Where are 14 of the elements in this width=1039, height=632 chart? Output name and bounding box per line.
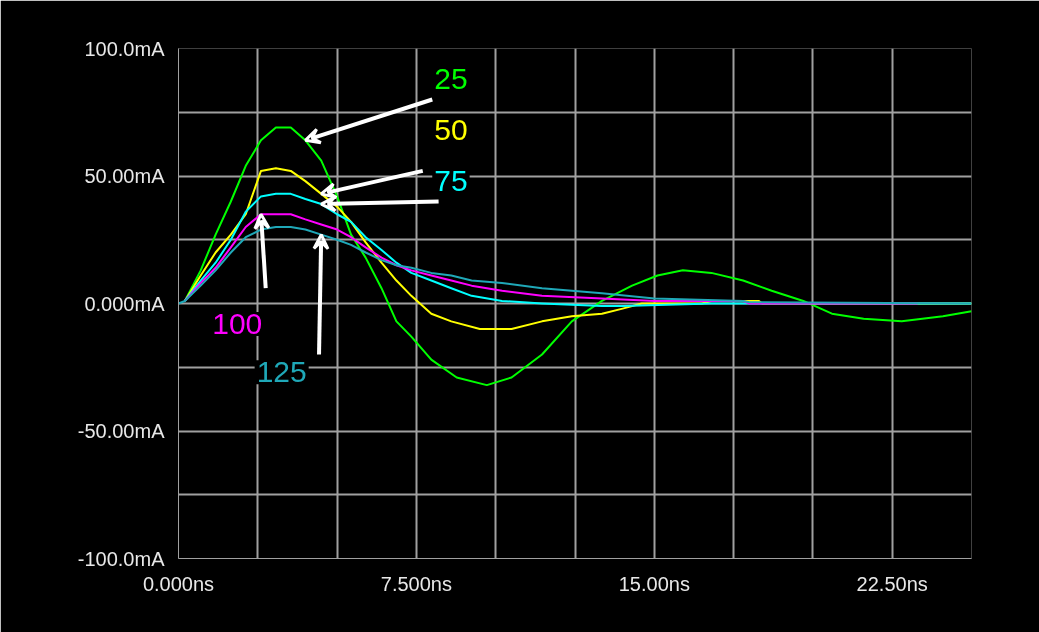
- x-tick-label: 22.50ns: [856, 572, 928, 595]
- y-tick-label: 0.000mA: [84, 292, 166, 315]
- text: 75: [434, 164, 468, 198]
- y-tick-label: -50.00mA: [77, 420, 166, 442]
- x-tick-label: 7.500ns: [380, 572, 452, 595]
- series-label: 100: [212, 306, 263, 340]
- y-tick-label: 50.00mA: [84, 165, 166, 187]
- text: 25: [434, 62, 468, 96]
- y-tick-label: -100.0mA: [77, 547, 166, 570]
- text: 50: [434, 113, 468, 147]
- y-tick-label: 100.0mA: [84, 37, 166, 60]
- x-tick-label: 15.00ns: [618, 572, 690, 595]
- x-tick-label: 0.000ns: [142, 572, 215, 595]
- text: 125: [256, 355, 307, 389]
